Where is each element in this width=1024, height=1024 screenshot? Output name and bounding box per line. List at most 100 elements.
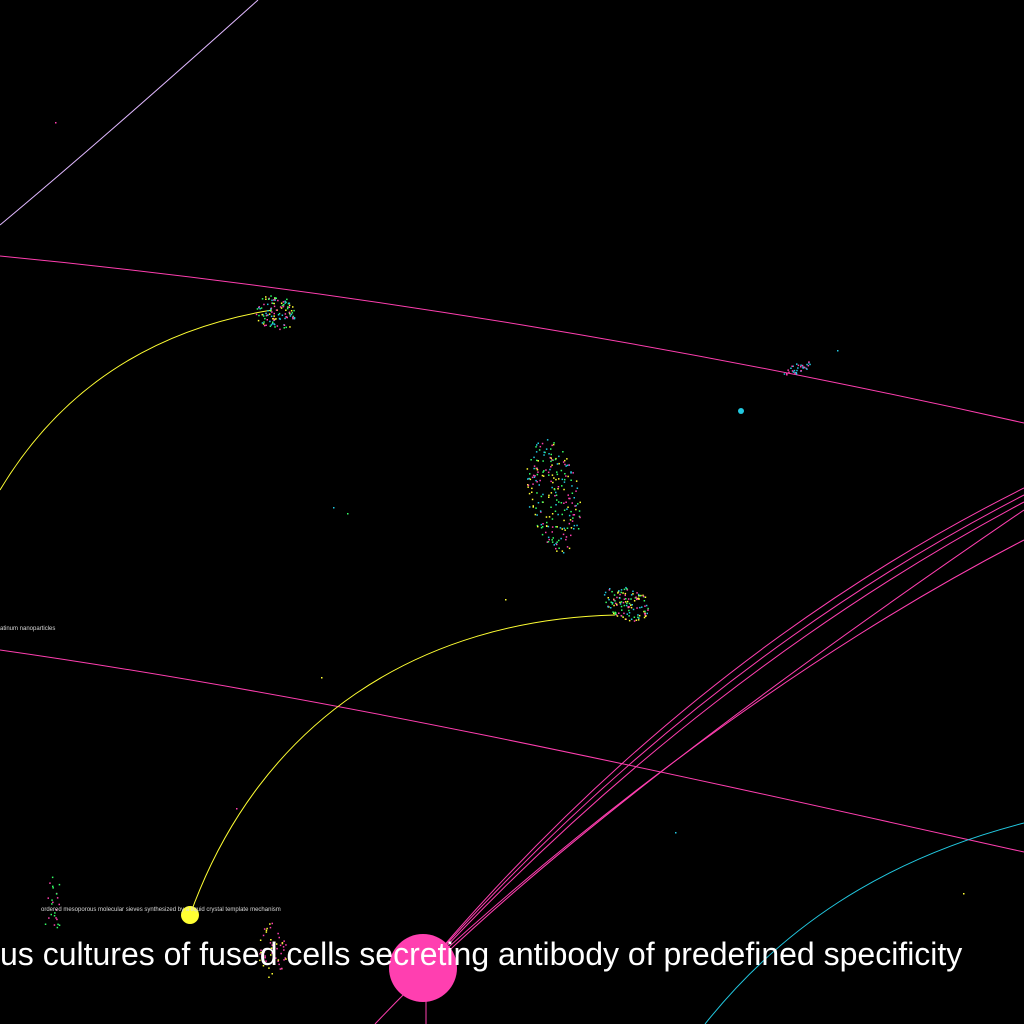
cluster-point <box>791 370 794 372</box>
cluster-point <box>259 939 262 941</box>
cluster-point <box>537 502 540 504</box>
cluster-point <box>647 609 649 611</box>
edge-magenta-upper <box>0 255 1024 424</box>
cluster-point <box>536 524 539 527</box>
cluster-point <box>577 503 579 505</box>
cluster-point <box>53 924 56 926</box>
cluster-point <box>259 308 261 310</box>
cluster-point <box>551 459 553 461</box>
cluster-point <box>270 308 272 310</box>
cluster-point <box>628 615 630 617</box>
cluster-point <box>566 527 569 529</box>
cluster-point <box>539 479 541 482</box>
cluster-point <box>268 313 271 315</box>
cluster-point <box>546 521 548 524</box>
cluster-point <box>536 473 539 476</box>
cluster-point <box>538 449 541 451</box>
cluster-point <box>576 487 579 489</box>
cluster-point <box>267 303 269 306</box>
cluster-point <box>620 614 622 617</box>
cluster-point <box>607 606 609 608</box>
cluster-point <box>573 497 575 499</box>
cluster-point <box>264 317 266 320</box>
cluster-point <box>536 492 538 494</box>
cluster-point <box>293 309 295 312</box>
cluster-point <box>642 594 644 597</box>
cluster-upper-right <box>783 361 811 376</box>
cluster-point <box>555 494 558 496</box>
cluster-center <box>526 439 581 554</box>
cluster-point <box>537 471 539 473</box>
cluster-point <box>555 542 557 545</box>
cluster-point <box>273 305 276 308</box>
cluster-point <box>532 506 534 508</box>
cluster-point <box>283 959 285 961</box>
antibody-paper-node[interactable] <box>389 934 457 1002</box>
cluster-point <box>560 502 563 504</box>
cluster-point <box>632 593 634 595</box>
cluster-point <box>617 592 619 594</box>
cluster-point <box>794 372 796 374</box>
cluster-point <box>540 527 543 529</box>
cluster-point <box>534 475 536 477</box>
cluster-point <box>271 944 273 946</box>
stray-point <box>321 677 323 679</box>
cluster-point <box>792 371 795 373</box>
cluster-point <box>541 533 544 536</box>
cluster-point <box>536 481 538 483</box>
cluster-point <box>280 302 283 304</box>
cluster-point <box>571 502 573 504</box>
cluster-point <box>527 478 529 480</box>
cluster-point <box>604 591 607 594</box>
cluster-point <box>611 602 614 604</box>
cluster-point <box>55 917 57 919</box>
label-platinum-nanoparticles: atinum nanoparticles <box>0 626 55 632</box>
cluster-point <box>549 468 551 471</box>
cluster-point <box>563 519 565 522</box>
cluster-point <box>555 547 557 550</box>
cluster-point <box>571 485 573 487</box>
cluster-point <box>802 366 804 368</box>
cluster-point <box>620 605 623 608</box>
cluster-point <box>268 298 270 300</box>
edge-magenta-fan-2 <box>424 494 1024 969</box>
cluster-point <box>280 952 282 955</box>
cluster-point <box>539 510 542 512</box>
cluster-point <box>535 446 537 448</box>
cluster-point <box>551 541 554 543</box>
cluster-point <box>575 480 578 482</box>
cluster-point <box>555 526 557 528</box>
cluster-point <box>608 598 610 601</box>
cluster-point <box>637 614 639 616</box>
cluster-point <box>258 306 260 309</box>
cluster-point <box>557 486 560 488</box>
cluster-point <box>631 604 633 606</box>
cluster-point <box>613 594 616 596</box>
cluster-point <box>550 453 552 456</box>
cluster-point <box>548 538 550 541</box>
cluster-point <box>808 361 810 363</box>
cluster-point <box>561 513 563 516</box>
cluster-point <box>267 314 269 316</box>
cluster-point <box>269 926 272 929</box>
cluster-point <box>623 604 626 607</box>
cluster-point <box>265 931 268 933</box>
cluster-point <box>555 478 557 481</box>
cluster-point <box>527 484 530 487</box>
cluster-point <box>626 600 629 603</box>
cluster-point <box>807 364 810 367</box>
cyan-node[interactable] <box>738 408 744 414</box>
cluster-point <box>808 362 810 364</box>
cluster-point <box>552 537 554 539</box>
cluster-point <box>282 301 285 303</box>
cluster-point <box>566 546 569 548</box>
cluster-point <box>551 539 553 541</box>
cluster-point <box>786 374 788 376</box>
cluster-point <box>572 514 575 516</box>
cluster-point <box>633 616 636 618</box>
cluster-point <box>284 300 286 303</box>
cluster-point <box>551 464 553 466</box>
cluster-point <box>265 296 267 298</box>
cluster-point <box>284 313 287 315</box>
mesoporous-sieves-node[interactable] <box>181 906 199 924</box>
